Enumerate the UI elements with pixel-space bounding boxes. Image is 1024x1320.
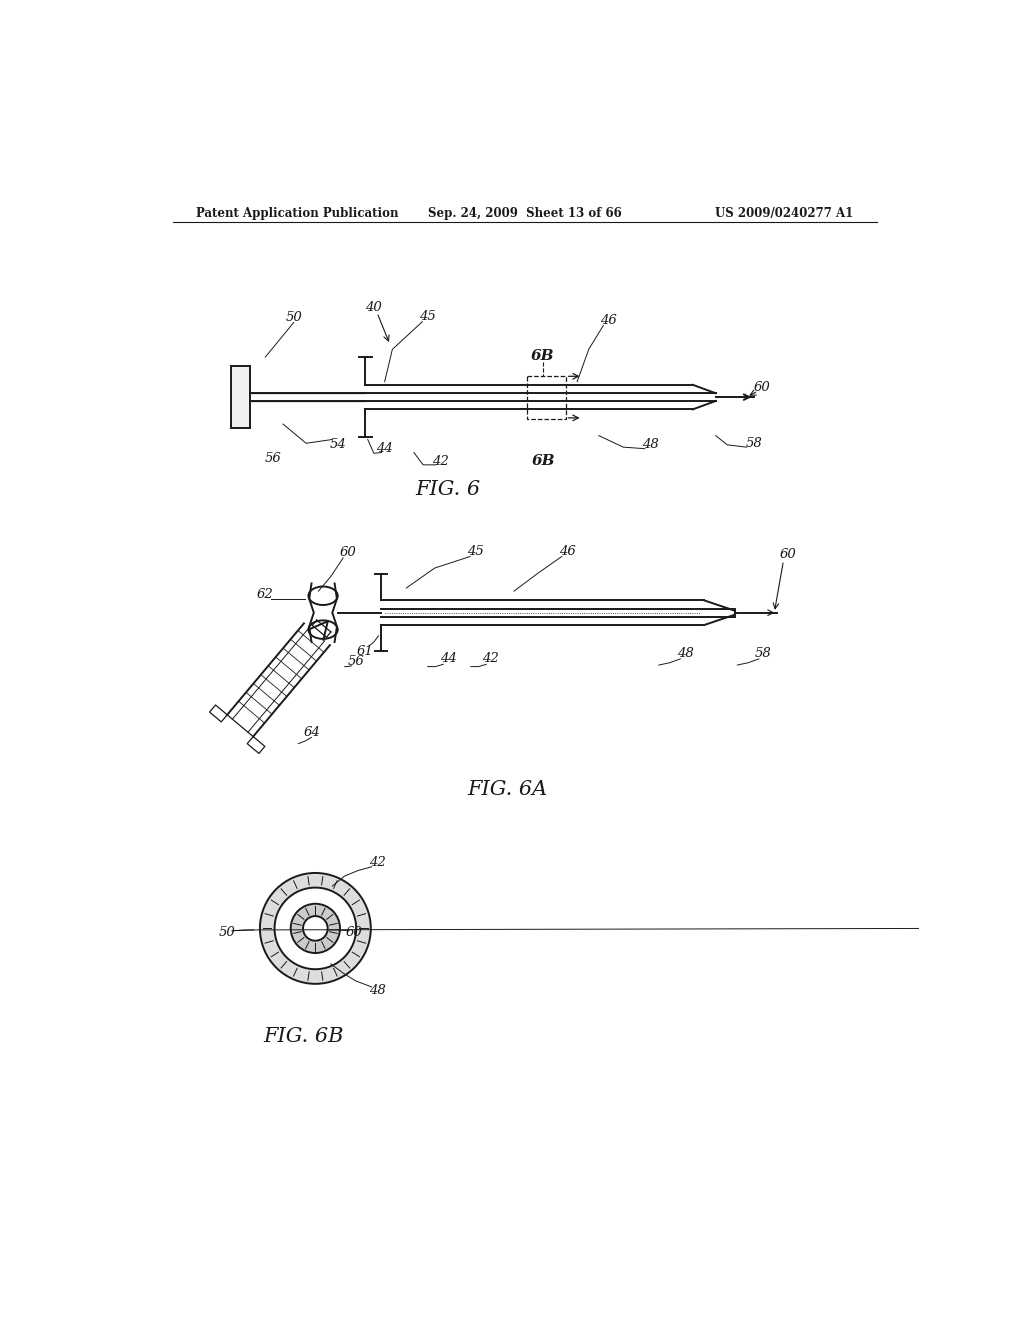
- Text: 6B: 6B: [531, 454, 555, 469]
- Text: 50: 50: [286, 312, 302, 325]
- Circle shape: [274, 887, 356, 969]
- Text: 54: 54: [330, 438, 347, 451]
- Text: 42: 42: [432, 454, 449, 467]
- Text: 60: 60: [345, 925, 362, 939]
- Text: Patent Application Publication: Patent Application Publication: [196, 207, 398, 220]
- Text: 56: 56: [348, 655, 365, 668]
- Text: 48: 48: [369, 983, 385, 997]
- Text: FIG. 6B: FIG. 6B: [263, 1027, 344, 1045]
- Text: 60: 60: [754, 380, 770, 393]
- Text: 44: 44: [440, 652, 457, 665]
- Text: 62: 62: [257, 589, 273, 602]
- Text: 46: 46: [600, 314, 616, 326]
- Text: 56: 56: [264, 453, 282, 465]
- Text: 45: 45: [467, 545, 484, 557]
- Text: 58: 58: [755, 647, 772, 660]
- Text: 6B: 6B: [530, 350, 554, 363]
- Ellipse shape: [308, 620, 338, 639]
- Text: 60: 60: [340, 546, 356, 560]
- Bar: [527, 376, 565, 418]
- Ellipse shape: [308, 586, 338, 605]
- Text: Sep. 24, 2009  Sheet 13 of 66: Sep. 24, 2009 Sheet 13 of 66: [428, 207, 622, 220]
- Text: 44: 44: [376, 442, 393, 455]
- Text: FIG. 6: FIG. 6: [416, 480, 480, 499]
- Text: 48: 48: [642, 438, 658, 451]
- Text: 64: 64: [304, 726, 321, 739]
- Text: 60: 60: [779, 548, 797, 561]
- Text: 50: 50: [218, 925, 236, 939]
- Circle shape: [291, 904, 340, 953]
- Text: FIG. 6A: FIG. 6A: [468, 780, 548, 800]
- Text: 46: 46: [559, 545, 575, 557]
- Text: 61: 61: [357, 644, 374, 657]
- Text: 42: 42: [482, 652, 500, 665]
- Circle shape: [260, 873, 371, 983]
- Text: 58: 58: [745, 437, 763, 450]
- Circle shape: [303, 916, 328, 941]
- Text: 42: 42: [369, 857, 385, 870]
- Text: 40: 40: [365, 301, 382, 314]
- Text: 48: 48: [677, 647, 693, 660]
- Text: US 2009/0240277 A1: US 2009/0240277 A1: [716, 207, 854, 220]
- Text: 45: 45: [419, 310, 435, 323]
- Bar: [230, 367, 250, 428]
